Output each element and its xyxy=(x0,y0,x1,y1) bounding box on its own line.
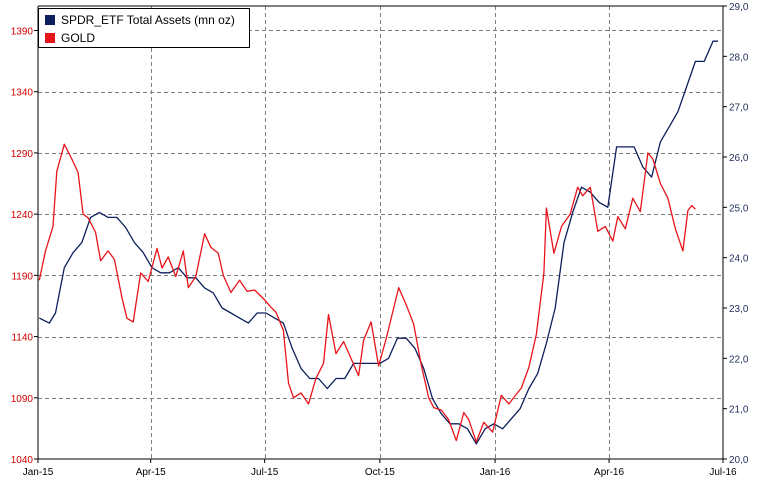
y-left-tick-label: 1240 xyxy=(11,210,34,221)
y-left-tick-label: 1390 xyxy=(11,26,34,37)
x-ticks: Jan-15 Apr-15 Jul-15 Oct-15 Jan-16 Apr-16 Jul-… xyxy=(23,459,737,478)
x-tick-label: Jul-16 xyxy=(709,467,737,478)
y-left-tick-label: 1290 xyxy=(11,149,34,160)
x-tick-label: Jan-15 xyxy=(23,467,54,478)
y-left-tick-label: 1040 xyxy=(11,455,34,466)
y-left-tick-label: 1190 xyxy=(11,271,33,282)
grid-lines xyxy=(38,6,723,459)
legend-label-gold: GOLD xyxy=(61,31,96,45)
y-right-tick-label: 24,0 xyxy=(729,254,749,265)
x-tick-label: Jul-15 xyxy=(251,467,279,478)
series-group xyxy=(38,40,718,445)
x-tick-label: Jan-16 xyxy=(480,467,511,478)
series-line-spdr xyxy=(39,40,718,445)
x-tick-label: Apr-16 xyxy=(594,467,624,478)
legend: SPDR_ETF Total Assets (mn oz) GOLD xyxy=(38,8,250,48)
y-right-tick-label: 23,0 xyxy=(729,304,749,315)
y-left-ticks: 1040 1090 1140 1190 1240 1290 1340 1390 xyxy=(11,26,38,466)
y-right-tick-label: 29,0 xyxy=(729,2,749,13)
legend-item-gold: GOLD xyxy=(45,30,95,46)
y-right-tick-label: 27,0 xyxy=(729,103,749,114)
y-right-tick-label: 22,0 xyxy=(729,354,749,365)
legend-item-spdr: SPDR_ETF Total Assets (mn oz) xyxy=(45,12,235,28)
y-right-tick-label: 26,0 xyxy=(729,153,749,164)
y-right-tick-label: 20,0 xyxy=(729,455,749,466)
y-right-tick-label: 21,0 xyxy=(729,405,749,416)
y-left-tick-label: 1090 xyxy=(11,394,34,405)
legend-swatch-spdr xyxy=(45,15,55,25)
x-tick-label: Apr-15 xyxy=(136,467,166,478)
legend-label-spdr: SPDR_ETF Total Assets (mn oz) xyxy=(61,13,235,27)
x-tick-label: Oct-15 xyxy=(365,467,395,478)
y-left-tick-label: 1340 xyxy=(11,88,34,99)
y-right-tick-label: 28,0 xyxy=(729,52,749,63)
y-right-tick-label: 25,0 xyxy=(729,203,749,214)
series-line-gold xyxy=(38,143,696,443)
legend-swatch-gold xyxy=(45,33,55,43)
y-left-tick-label: 1140 xyxy=(11,333,33,344)
y-right-ticks: 20,0 21,0 22,0 23,0 24,0 25,0 26,0 27,0 28,0 29,0 xyxy=(723,2,749,466)
